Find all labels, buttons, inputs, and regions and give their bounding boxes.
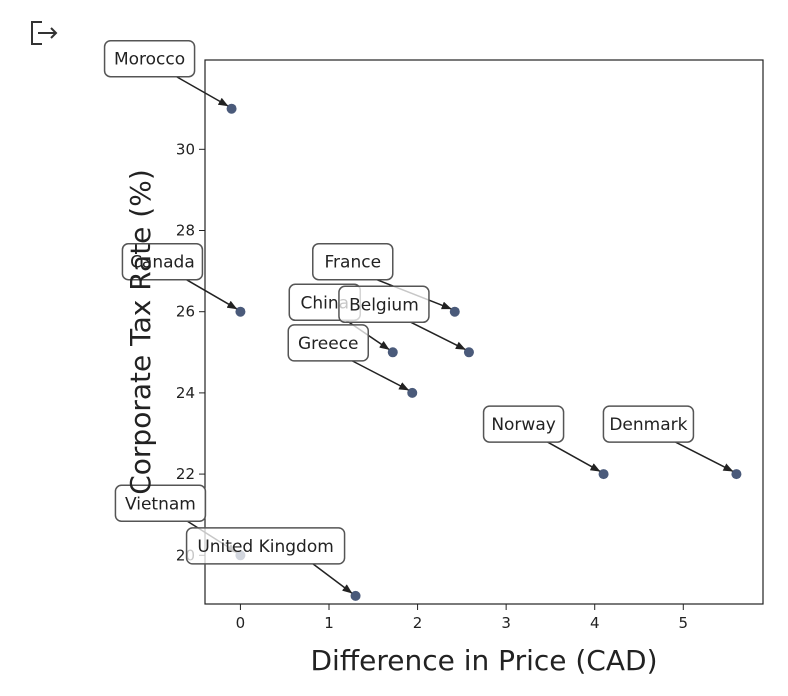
data-point (463, 347, 474, 358)
y-tick-label: 22 (176, 465, 195, 483)
y-tick-label: 24 (176, 384, 195, 402)
x-tick-label: 2 (413, 614, 423, 632)
data-point (226, 103, 237, 114)
annotation-box (338, 285, 430, 324)
annotations: Morocco Canada France China Belgium Greece Nor… (103, 39, 734, 594)
annotation: Morocco (103, 39, 229, 107)
annotation-box (482, 405, 565, 443)
annotation: France (312, 242, 452, 310)
annotation-label: Vietnam (125, 494, 196, 514)
annotation-label: United Kingdom (197, 537, 333, 557)
annotation-label: France (325, 253, 382, 273)
annotation-box (602, 405, 695, 443)
x-tick-label: 1 (324, 614, 334, 632)
data-point (598, 469, 609, 480)
annotation-arrow (186, 279, 238, 310)
data-point (731, 469, 742, 480)
annotation-label: Greece (298, 334, 359, 354)
annotation-label: Belgium (349, 295, 419, 315)
output-arrow-icon (31, 21, 58, 45)
annotation-box (287, 324, 370, 362)
y-tick-label: 30 (176, 140, 195, 158)
y-tick-label: 28 (176, 222, 195, 240)
annotation-box (185, 527, 346, 565)
annotation-arrow (351, 360, 410, 391)
x-axis-ticks: 0 1 2 3 4 5 (236, 604, 688, 632)
annotation-label: Norway (491, 415, 556, 435)
annotation: Norway (482, 405, 601, 472)
annotation-label: Morocco (114, 50, 185, 70)
annotation-arrow (312, 563, 353, 594)
x-tick-label: 3 (501, 614, 511, 632)
data-point (407, 387, 418, 398)
data-point (235, 306, 246, 317)
data-points (226, 103, 742, 601)
annotation-label: China (300, 293, 349, 313)
annotation-arrow (547, 441, 601, 472)
annotation-label: Denmark (609, 415, 687, 435)
annotation-box (121, 242, 204, 281)
annotation-box (114, 484, 207, 523)
annotation-box (312, 242, 394, 281)
annotation-arrow (675, 441, 734, 472)
x-axis-label: Difference in Price (CAD) (311, 644, 658, 677)
y-tick-label: 26 (176, 303, 195, 321)
x-tick-label: 5 (679, 614, 689, 632)
annotation-box (103, 39, 196, 78)
annotation: Greece (287, 324, 410, 391)
annotation: Belgium (338, 285, 466, 350)
x-tick-label: 4 (590, 614, 600, 632)
annotation: Denmark (602, 405, 734, 472)
x-tick-label: 0 (236, 614, 246, 632)
data-point (350, 590, 361, 601)
annotation: United Kingdom (185, 527, 353, 594)
annotation-arrow (410, 321, 466, 350)
annotation-label: Canada (130, 253, 195, 273)
annotation: Canada (121, 242, 238, 310)
data-point (449, 306, 460, 317)
data-point (387, 347, 398, 358)
y-axis-label: Corporate Tax Rate (%) (124, 169, 157, 495)
annotation-arrow (176, 76, 229, 107)
